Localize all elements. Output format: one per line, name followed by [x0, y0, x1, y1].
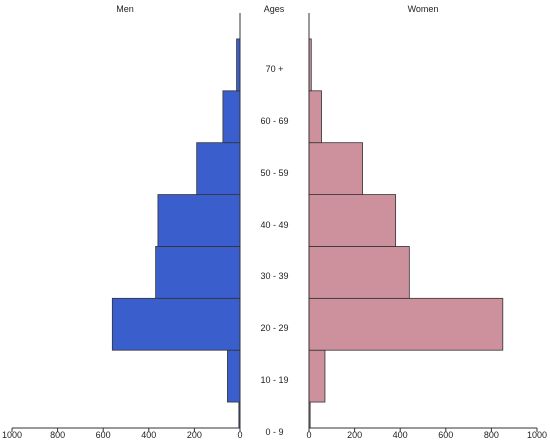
women-bar-5: [308, 142, 363, 195]
men-bar-6: [222, 90, 241, 144]
men-bar-4: [157, 194, 241, 247]
age-label-6: 60 - 69: [260, 116, 288, 126]
women-x-tick-label-0: 0: [306, 430, 311, 440]
men-bar-5: [196, 142, 241, 195]
men-x-tick-label-0: 0: [237, 430, 242, 440]
men-panel-title: Men: [116, 4, 134, 14]
men-bar-1: [227, 349, 241, 403]
men-bar-3: [155, 246, 241, 299]
women-x-tick-label-2: 400: [393, 430, 408, 440]
plot-area: 0 0 200 200 400 400 600 600 800 800 1000 1000 0 - 9 1…: [2, 13, 547, 440]
age-label-2: 20 - 29: [260, 323, 288, 333]
age-label-4: 40 - 49: [260, 220, 288, 230]
women-panel-title: Women: [408, 4, 439, 14]
men-bar-2: [111, 297, 241, 351]
women-bar-6: [308, 90, 322, 144]
women-bar-2: [308, 297, 504, 351]
women-bar-4: [308, 194, 397, 247]
women-x-tick-label-1: 200: [347, 430, 362, 440]
men-x-tick-label-5: 1000: [2, 430, 22, 440]
men-x-tick-label-2: 400: [141, 430, 156, 440]
age-label-3: 30 - 39: [260, 271, 288, 281]
men-x-tick-label-1: 200: [187, 430, 202, 440]
men-bar-7: [236, 38, 241, 92]
age-label-7: 70 +: [266, 64, 284, 74]
women-x-tick-label-4: 800: [484, 430, 499, 440]
men-x-tick-label-3: 600: [96, 430, 111, 440]
age-label-1: 10 - 19: [260, 375, 288, 385]
women-x-tick-label-3: 600: [438, 430, 453, 440]
age-label-0: 0 - 9: [265, 427, 283, 437]
women-bar-1: [308, 349, 326, 403]
ages-panel-title: Ages: [264, 4, 285, 14]
age-label-5: 50 - 59: [260, 168, 288, 178]
men-x-tick-label-4: 800: [50, 430, 65, 440]
women-x-tick-label-5: 1000: [527, 430, 547, 440]
women-bar-3: [308, 246, 410, 299]
